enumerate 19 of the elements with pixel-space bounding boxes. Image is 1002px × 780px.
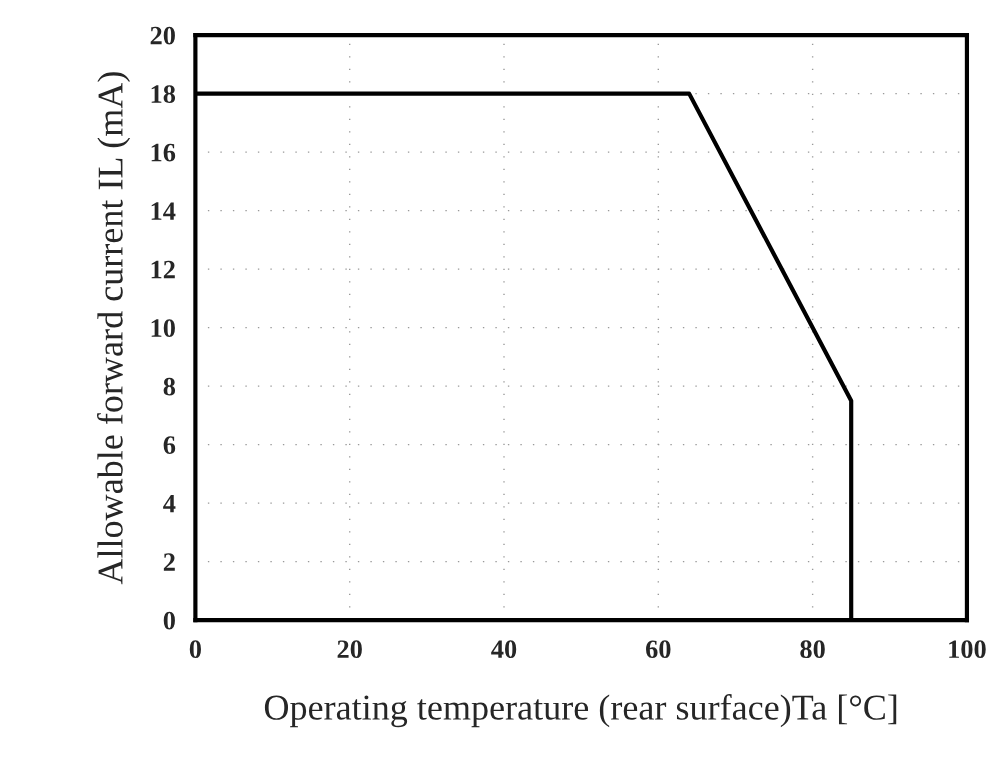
x-tick-label: 80 <box>800 640 825 659</box>
y-tick-label: 4 <box>163 494 176 513</box>
y-axis-title: Allowable forward current IL (mA) <box>97 72 131 585</box>
y-tick-label: 8 <box>163 377 176 396</box>
y-tick-label: 6 <box>163 436 176 455</box>
x-tick-label: 20 <box>337 640 362 659</box>
y-tick-label: 2 <box>163 553 175 571</box>
y-tick-label: 14 <box>151 202 176 220</box>
x-tick-label: 0 <box>189 640 201 659</box>
y-tick-label: 10 <box>151 319 175 338</box>
x-tick-label: 60 <box>646 640 671 659</box>
x-tick-label: 100 <box>949 640 986 659</box>
y-tick-label: 12 <box>151 260 175 279</box>
y-tick-label: 18 <box>151 85 176 104</box>
y-tick-label: 0 <box>163 611 175 630</box>
x-tick-label: 40 <box>491 640 517 659</box>
y-tick-label: 16 <box>151 143 176 162</box>
x-axis-title: Operating temperature (rear surface)Ta [°C] <box>264 694 897 728</box>
y-tick-label: 20 <box>150 26 175 45</box>
